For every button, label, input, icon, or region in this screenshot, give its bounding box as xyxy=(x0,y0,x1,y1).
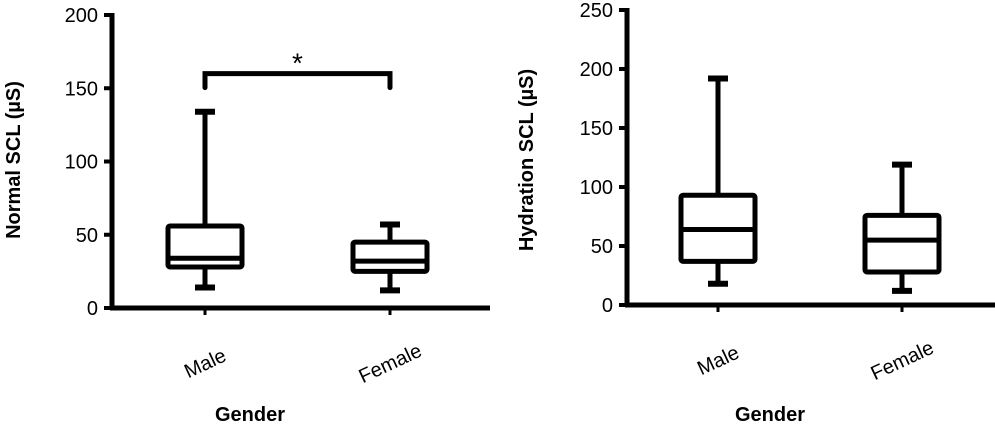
y-tick-label: 50 xyxy=(76,225,98,247)
y-tick-label: 100 xyxy=(580,177,613,199)
y-tick-label: 100 xyxy=(65,152,98,174)
normal-scl-panel: Normal SCL (µS) Gender 0 50 100 150 200 Male F… xyxy=(3,5,490,426)
y-tick-label: 150 xyxy=(65,78,98,100)
x-tick-label: Female xyxy=(868,337,938,385)
x-axis-label: Gender xyxy=(215,404,285,426)
x-tick-label: Male xyxy=(694,342,743,380)
y-axis-label: Hydration SCL (µS) xyxy=(516,69,538,251)
x-axis-label: Gender xyxy=(735,404,805,426)
iqr-box xyxy=(862,212,942,275)
y-tick-label: 0 xyxy=(602,295,613,317)
y-tick-label: 0 xyxy=(87,298,98,320)
significance-marker: * xyxy=(292,48,303,79)
y-tick-label: 50 xyxy=(591,236,613,258)
significance-bracket xyxy=(202,71,393,91)
y-tick-label: 200 xyxy=(580,59,613,81)
iqr-box xyxy=(350,239,430,274)
hydration-scl-panel: Hydration SCL (µS) Gender 0 50 100 150 200 25… xyxy=(516,0,995,426)
y-tick-label: 250 xyxy=(580,0,613,22)
iqr-box xyxy=(165,223,245,270)
y-tick-label: 150 xyxy=(580,118,613,140)
y-tick-label: 200 xyxy=(65,5,98,27)
y-axis-label: Normal SCL (µS) xyxy=(3,81,25,239)
x-tick-label: Male xyxy=(181,345,230,383)
x-tick-label: Female xyxy=(356,340,426,388)
